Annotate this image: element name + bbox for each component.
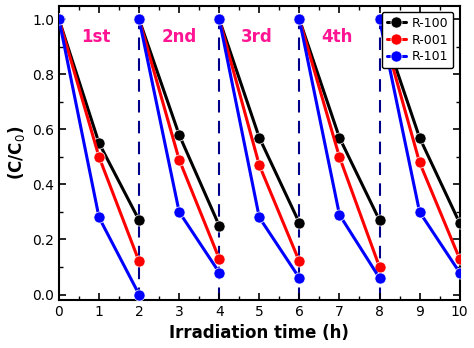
Legend: R-100, R-001, R-101: R-100, R-001, R-101 xyxy=(382,12,454,68)
Text: 3rd: 3rd xyxy=(241,27,273,46)
R-100 xyxy=(56,17,62,22)
R-001 xyxy=(56,17,62,22)
Line: R-101: R-101 xyxy=(54,14,145,300)
Text: 5th: 5th xyxy=(401,27,433,46)
Line: R-100: R-100 xyxy=(54,14,145,226)
Y-axis label: (C/C$_0$): (C/C$_0$) xyxy=(6,126,27,180)
Text: 2nd: 2nd xyxy=(161,27,196,46)
R-101 xyxy=(136,292,142,296)
R-001 xyxy=(136,259,142,263)
X-axis label: Irradiation time (h): Irradiation time (h) xyxy=(169,324,349,342)
R-100 xyxy=(96,141,102,145)
Line: R-001: R-001 xyxy=(54,14,145,267)
Text: 4th: 4th xyxy=(321,27,353,46)
R-001 xyxy=(96,155,102,159)
R-101 xyxy=(96,215,102,220)
Text: 1st: 1st xyxy=(81,27,110,46)
R-100 xyxy=(136,218,142,222)
R-101 xyxy=(56,17,62,22)
